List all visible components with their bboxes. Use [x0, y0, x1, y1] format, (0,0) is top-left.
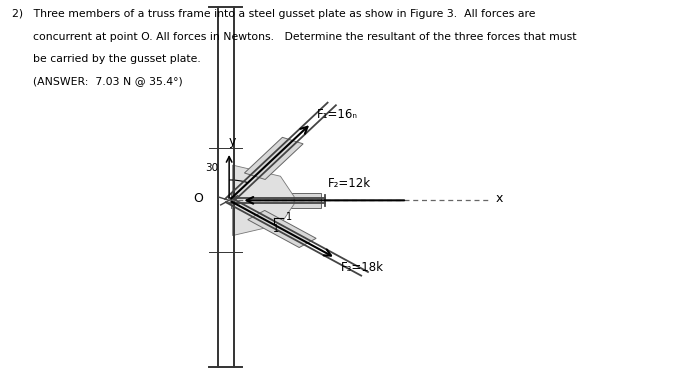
Text: F₃=18k: F₃=18k: [341, 261, 384, 274]
Text: x: x: [496, 192, 503, 206]
Text: F₁=16ₙ: F₁=16ₙ: [317, 108, 358, 121]
Text: 1: 1: [274, 224, 279, 234]
Text: 30: 30: [205, 163, 219, 173]
Text: 1: 1: [286, 213, 292, 222]
Text: be carried by the gusset plate.: be carried by the gusset plate.: [12, 54, 201, 64]
Text: concurrent at point O. All forces in Newtons.   Determine the resultant of the t: concurrent at point O. All forces in New…: [12, 32, 577, 42]
Text: O: O: [194, 192, 203, 206]
Text: (ANSWER:  7.03 N @ 35.4°): (ANSWER: 7.03 N @ 35.4°): [12, 76, 183, 86]
Polygon shape: [233, 165, 294, 236]
Text: y: y: [229, 135, 236, 148]
Text: 2)   Three members of a truss frame into a steel gusset plate as show in Figure : 2) Three members of a truss frame into a…: [12, 9, 536, 19]
Polygon shape: [244, 137, 303, 180]
Polygon shape: [248, 210, 316, 247]
Polygon shape: [231, 193, 321, 208]
Text: F₂=12k: F₂=12k: [328, 177, 371, 190]
